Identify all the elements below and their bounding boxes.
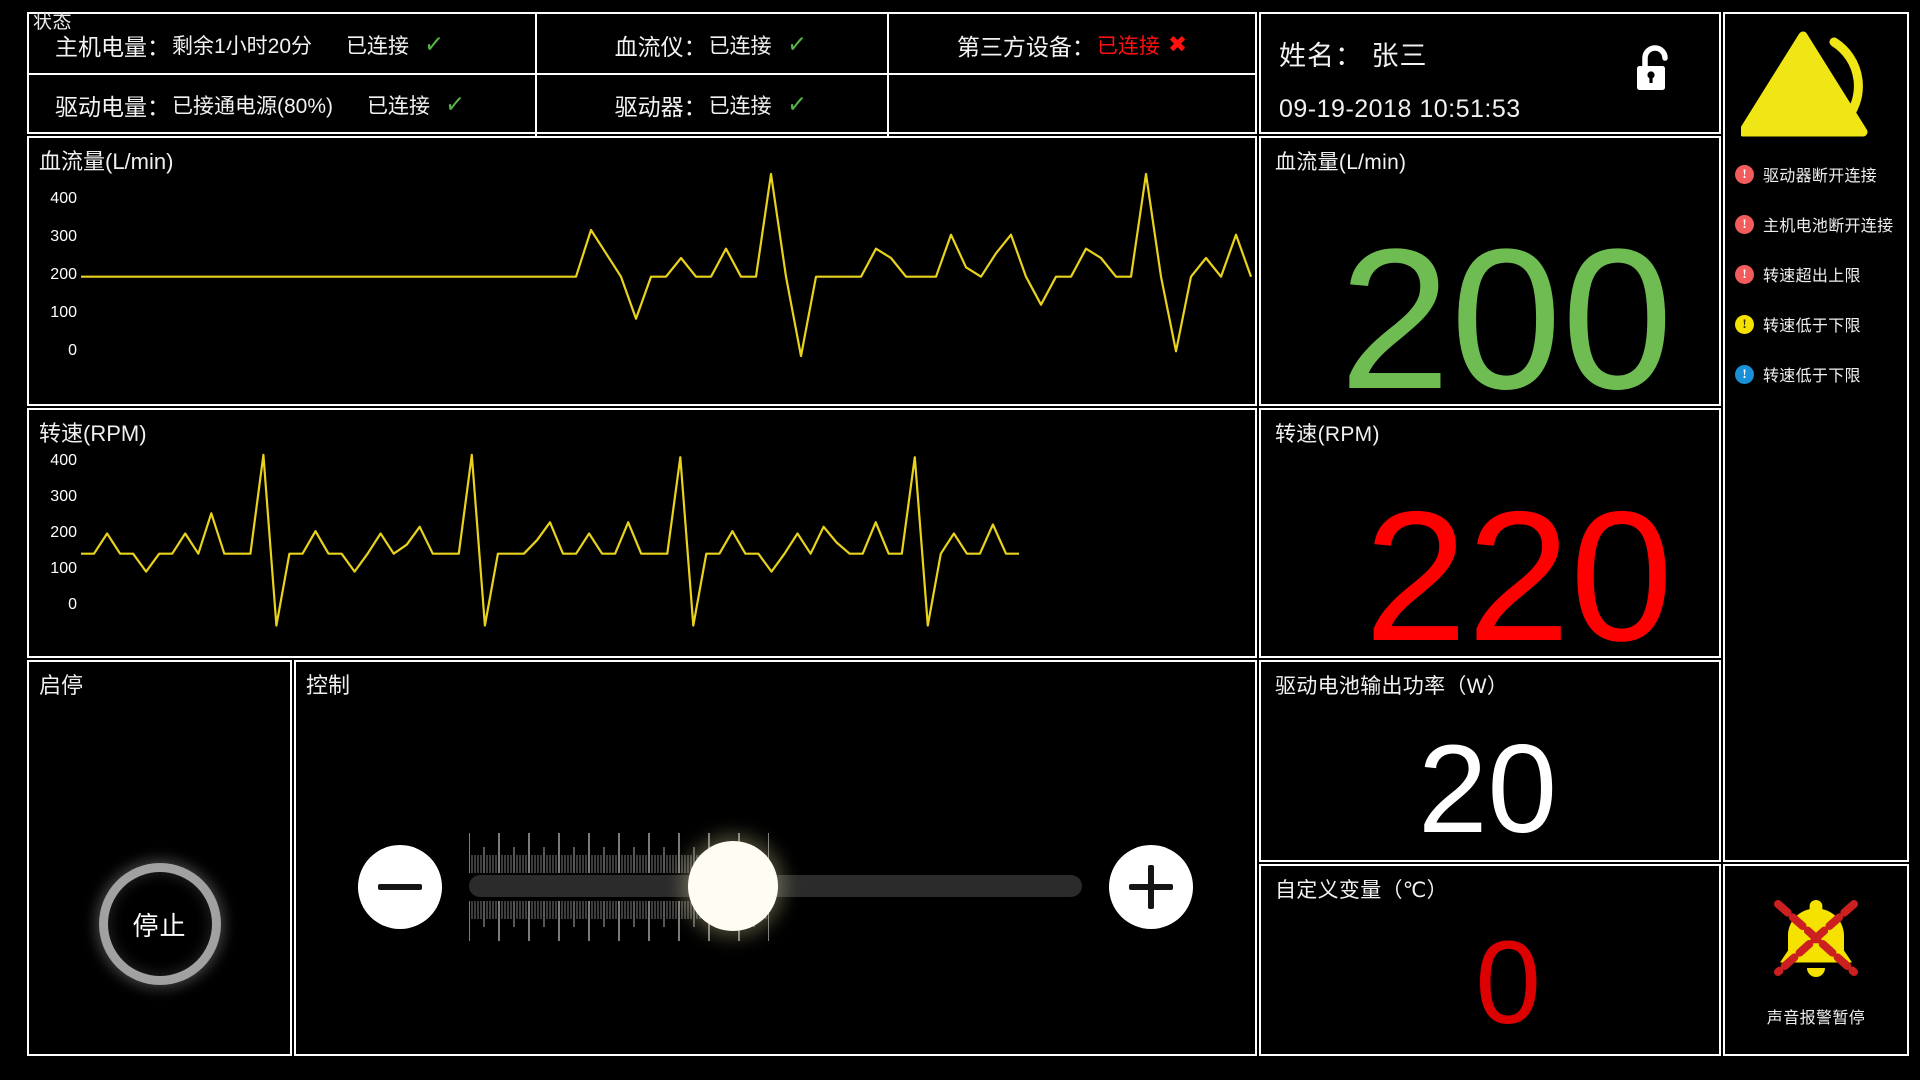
check-icon: ✓ <box>785 27 808 61</box>
y-tick-label: 100 <box>50 560 77 577</box>
start-stop-panel: 启停 停止 <box>27 660 292 1056</box>
status-value-third-party: 已连接 <box>1096 34 1160 58</box>
status-connection-drive-battery: 已连接 <box>367 94 431 118</box>
patient-name: 姓名： 张三 <box>1279 41 1428 71</box>
datetime-display: 09-19-2018 10:51:53 <box>1279 95 1521 123</box>
alarm-severity-dot: ! <box>1735 314 1754 334</box>
alarm-severity-dot: ! <box>1735 364 1754 384</box>
slider-track-wrapper[interactable] <box>469 827 1082 947</box>
power-value-label: 驱动电池输出功率（W） <box>1275 675 1509 698</box>
status-divider-v2 <box>887 14 889 136</box>
alarm-list: ! 驱动器断开连接 ! 主机电池断开连接 ! 转速超出上限 ! 转速低于下限 !… <box>1725 162 1907 386</box>
chart-title-rpm: 转速(RPM) <box>39 421 147 446</box>
rpm-value-panel: 转速(RPM) 220 <box>1259 408 1721 670</box>
speed-slider-area <box>296 817 1255 977</box>
plus-icon <box>1129 865 1173 909</box>
audio-alarm-pause-button[interactable]: 声音报警暂停 <box>1723 864 1909 1056</box>
y-tick-label: 200 <box>50 266 77 283</box>
y-tick-label: 300 <box>50 228 77 245</box>
check-icon: ✓ <box>423 27 445 61</box>
audio-alarm-pause-label: 声音报警暂停 <box>1766 1010 1866 1027</box>
flow-value-number: 200 <box>1339 208 1673 431</box>
blood-flow-waveform-chart: 血流量(L/min) 400 300 200 100 0 <box>27 136 1257 406</box>
chart-title-flow: 血流量(L/min) <box>39 149 174 174</box>
status-panel: 状态 主机电量： 剩余1小时20分 已连接 ✓ 血流仪： 已连接 ✓ 第三方设备… <box>27 12 1257 136</box>
status-cell-empty <box>887 74 1257 135</box>
bell-muted-icon <box>1774 900 1858 977</box>
temperature-value-label: 自定义变量（℃） <box>1275 879 1448 902</box>
y-tick-label: 200 <box>50 524 77 541</box>
chart-plot-area-rpm <box>81 453 1019 627</box>
power-value-number: 20 <box>1417 720 1557 859</box>
warning-triangle-icon[interactable] <box>1725 20 1907 150</box>
status-cell-host-battery[interactable]: 主机电量： 剩余1小时20分 已连接 ✓ <box>29 14 535 75</box>
status-value-host-battery: 剩余1小时20分 <box>172 34 313 58</box>
y-tick-label: 0 <box>68 342 77 359</box>
status-label-third-party: 第三方设备： <box>956 33 1095 60</box>
status-label-host-battery: 主机电量： <box>55 33 170 60</box>
status-value-driver: 已连接 <box>708 94 772 118</box>
rpm-value-number: 220 <box>1364 474 1673 680</box>
lock-open-icon[interactable] <box>1633 44 1677 101</box>
status-divider-horizontal <box>29 73 1255 75</box>
status-divider-v1 <box>535 14 537 136</box>
alarm-item-label: 转速低于下限 <box>1763 318 1861 335</box>
control-panel: 控制 <box>294 660 1257 1056</box>
rpm-value-label: 转速(RPM) <box>1275 423 1380 446</box>
alarm-item-label: 驱动器断开连接 <box>1763 168 1878 185</box>
stop-button[interactable]: 停止 <box>107 872 212 976</box>
increment-button[interactable] <box>1109 845 1193 929</box>
alarm-item-label: 转速低于下限 <box>1763 368 1861 385</box>
list-item[interactable]: ! 驱动器断开连接 <box>1735 162 1907 186</box>
list-item[interactable]: ! 转速低于下限 <box>1735 362 1907 386</box>
alarm-panel: ! 驱动器断开连接 ! 主机电池断开连接 ! 转速超出上限 ! 转速低于下限 !… <box>1723 12 1909 862</box>
alarm-item-label: 主机电池断开连接 <box>1763 218 1894 235</box>
status-cell-drive-battery[interactable]: 驱动电量： 已接通电源(80%) 已连接 ✓ <box>29 74 535 135</box>
list-item[interactable]: ! 主机电池断开连接 <box>1735 212 1907 236</box>
status-label-drive-battery: 驱动电量： <box>55 93 170 120</box>
status-label-flowmeter: 血流仪： <box>614 33 707 60</box>
y-tick-label: 0 <box>68 596 77 613</box>
status-connection-host-battery: 已连接 <box>346 34 410 58</box>
chart-plot-area-flow <box>81 172 1253 358</box>
control-title: 控制 <box>306 673 351 698</box>
temperature-value-number: 0 <box>1475 917 1541 1049</box>
temperature-value-panel: 自定义变量（℃） 0 <box>1259 864 1721 1056</box>
status-value-flowmeter: 已连接 <box>708 34 772 58</box>
start-stop-title: 启停 <box>39 673 84 698</box>
flow-value-label: 血流量(L/min) <box>1275 151 1407 174</box>
status-cell-third-party[interactable]: 第三方设备： 已连接 ✖ <box>887 14 1257 75</box>
alarm-severity-dot: ! <box>1735 264 1754 284</box>
check-icon: ✓ <box>785 87 808 121</box>
power-value-panel: 驱动电池输出功率（W） 20 <box>1259 660 1721 862</box>
status-cell-driver[interactable]: 驱动器： 已连接 ✓ <box>535 74 887 135</box>
minus-icon <box>378 884 422 890</box>
alarm-severity-dot: ! <box>1735 164 1754 184</box>
slider-thumb[interactable] <box>687 841 778 931</box>
check-icon: ✓ <box>444 87 466 121</box>
y-tick-label: 300 <box>50 488 77 505</box>
alarm-item-label: 转速超出上限 <box>1763 268 1861 285</box>
stop-button-label: 停止 <box>132 910 187 941</box>
y-tick-label: 100 <box>50 304 77 321</box>
y-tick-label: 400 <box>50 190 77 207</box>
y-tick-label: 400 <box>50 452 77 469</box>
decrement-button[interactable] <box>358 845 442 929</box>
status-value-drive-battery: 已接通电源(80%) <box>172 94 334 118</box>
cross-icon: ✖ <box>1167 31 1188 57</box>
flow-value-panel: 血流量(L/min) 200 <box>1259 136 1721 420</box>
list-item[interactable]: ! 转速超出上限 <box>1735 262 1907 286</box>
patient-info-panel: 姓名： 张三 09-19-2018 10:51:53 <box>1259 12 1721 134</box>
list-item[interactable]: ! 转速低于下限 <box>1735 312 1907 336</box>
rpm-waveform-chart: 转速(RPM) 400 300 200 100 0 <box>27 408 1257 658</box>
status-label-driver: 驱动器： <box>614 93 707 120</box>
status-panel-caption: 状态 <box>33 12 73 33</box>
status-cell-flowmeter[interactable]: 血流仪： 已连接 ✓ <box>535 14 887 75</box>
alarm-severity-dot: ! <box>1735 214 1754 234</box>
